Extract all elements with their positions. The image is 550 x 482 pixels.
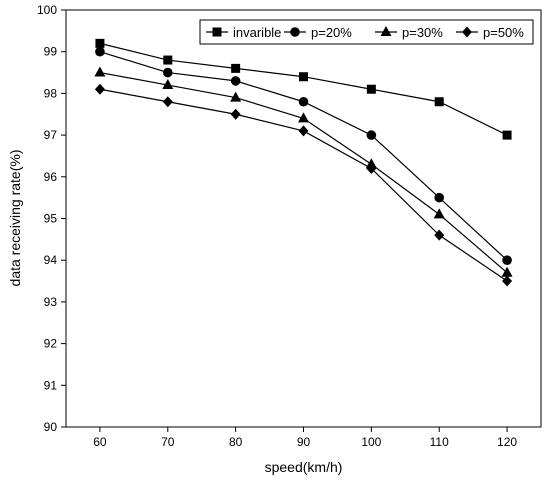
- data-point-marker: [299, 72, 308, 82]
- y-tick-label: 90: [44, 420, 58, 434]
- x-tick-label: 100: [361, 435, 381, 449]
- data-point-marker: [298, 125, 309, 137]
- series-layer: [94, 38, 513, 287]
- y-tick-label: 94: [44, 253, 58, 267]
- data-point-marker: [231, 63, 241, 73]
- series-2: [94, 66, 513, 277]
- data-point-marker: [502, 275, 513, 287]
- data-point-marker: [95, 38, 105, 48]
- y-axis-ticks: 90 91 92 93 94 95 96 97 98 99 100: [37, 3, 66, 434]
- x-tick-label: 120: [497, 435, 517, 449]
- data-point-marker: [230, 108, 241, 120]
- legend-label: p=30%: [402, 25, 443, 40]
- series-1: [95, 46, 512, 265]
- legend-marker: [212, 27, 222, 37]
- data-point-marker: [298, 112, 309, 123]
- legend-entry: invarible: [206, 25, 281, 40]
- legend-marker: [290, 27, 300, 37]
- y-tick-label: 93: [44, 295, 58, 309]
- series-3: [94, 83, 513, 287]
- legend: invarible p=20% p=30% p=50%: [199, 19, 534, 45]
- x-tick-label: 90: [297, 435, 311, 449]
- y-tick-label: 95: [44, 212, 58, 226]
- data-point-marker: [230, 91, 242, 102]
- y-tick-label: 98: [44, 86, 58, 100]
- data-point-marker: [366, 84, 376, 94]
- legend-label: invarible: [233, 25, 281, 40]
- y-tick-label: 99: [44, 45, 58, 59]
- x-axis-ticks: 60 70 80 90 100 110 120: [93, 427, 517, 449]
- legend-entry: p=30%: [375, 25, 443, 40]
- data-point-marker: [94, 83, 105, 95]
- series-0: [95, 38, 512, 140]
- x-tick-label: 70: [161, 435, 175, 449]
- x-tick-label: 110: [430, 435, 449, 449]
- y-tick-label: 96: [44, 170, 58, 184]
- y-tick-label: 91: [44, 378, 58, 392]
- data-point-marker: [230, 76, 241, 86]
- data-point-marker: [433, 208, 445, 219]
- data-point-marker: [366, 162, 377, 174]
- data-point-marker: [162, 96, 173, 108]
- legend-marker: [462, 26, 472, 38]
- legend-entry: p=50%: [456, 25, 524, 40]
- y-tick-label: 100: [37, 3, 57, 17]
- data-point-marker: [95, 46, 105, 57]
- y-tick-label: 92: [44, 337, 58, 351]
- data-point-marker: [502, 130, 512, 140]
- legend-entry: p=20%: [284, 25, 352, 40]
- legend-marker: [380, 26, 392, 36]
- data-point-marker: [298, 96, 309, 107]
- data-point-marker: [434, 229, 445, 241]
- x-tick-label: 60: [93, 435, 107, 449]
- y-tick-label: 97: [44, 128, 58, 142]
- data-point-marker: [162, 67, 173, 78]
- data-point-marker: [162, 79, 174, 90]
- data-point-marker: [163, 55, 173, 65]
- x-axis-title: speed(km/h): [265, 459, 343, 475]
- data-point-marker: [434, 192, 445, 203]
- data-point-marker: [94, 66, 106, 77]
- data-point-marker: [502, 255, 512, 265]
- data-point-marker: [434, 97, 444, 107]
- legend-label: p=20%: [311, 25, 352, 40]
- data-point-marker: [501, 266, 513, 277]
- y-axis-title: data receiving rate(%): [7, 150, 23, 287]
- legend-label: p=50%: [483, 25, 524, 40]
- x-tick-label: 80: [229, 435, 243, 449]
- data-point-marker: [366, 130, 377, 140]
